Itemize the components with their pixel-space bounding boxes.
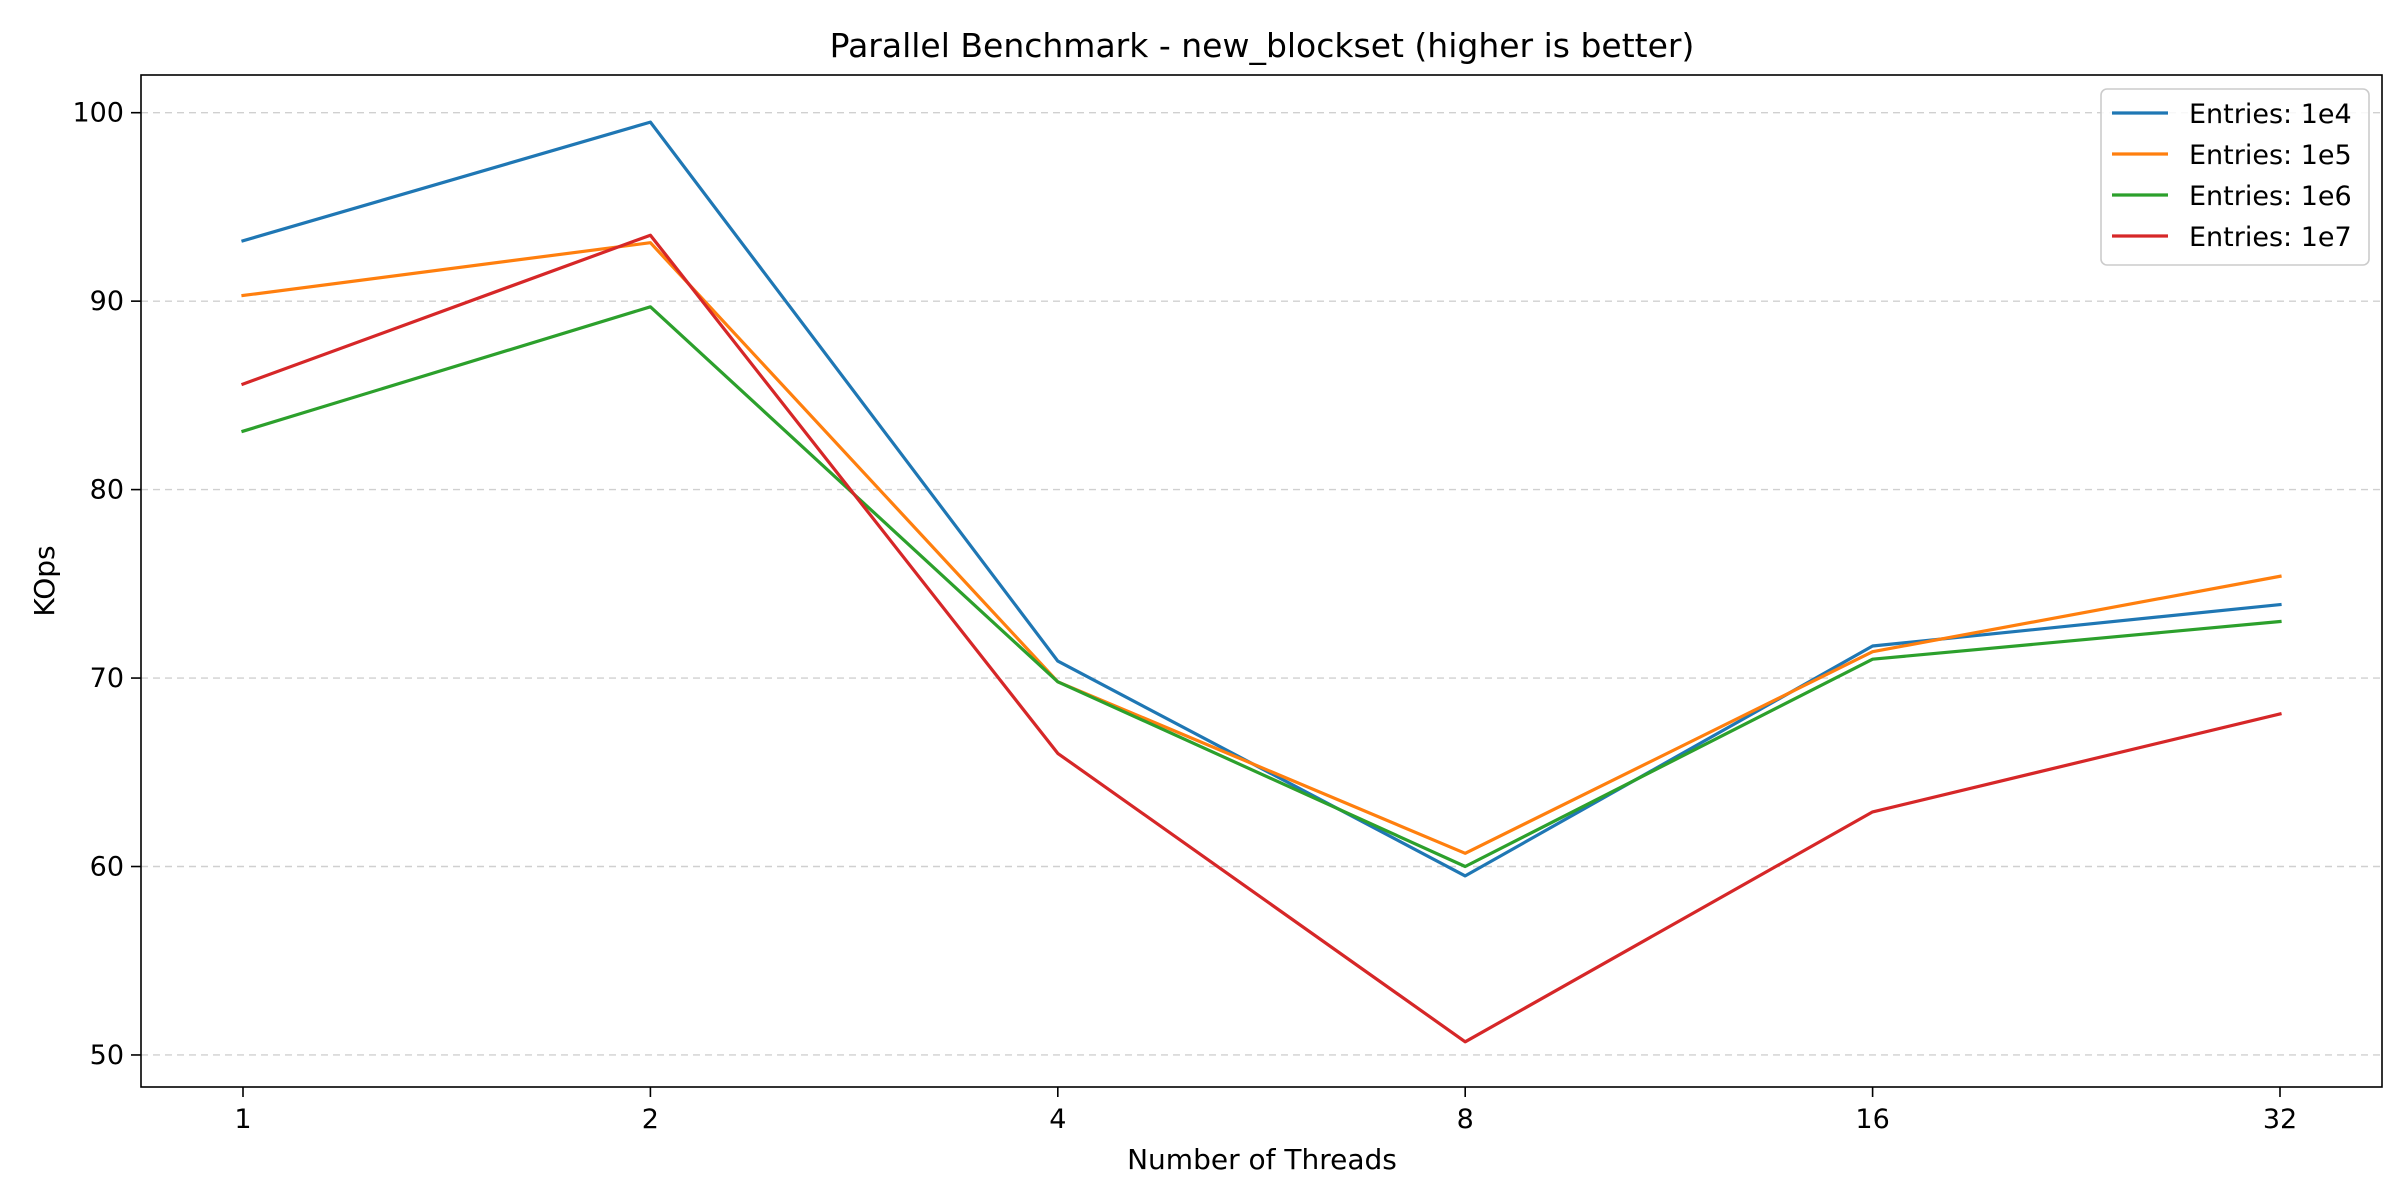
x-axis-ticks: 1 2 4 8 16 32 xyxy=(234,1087,2297,1135)
x-tick-label: 32 xyxy=(2263,1104,2297,1135)
y-axis-ticks: 50 60 70 80 90 100 xyxy=(72,98,141,1071)
x-axis-label: Number of Threads xyxy=(1127,1143,1397,1176)
y-tick-label: 100 xyxy=(72,98,124,129)
legend-label: Entries: 1e6 xyxy=(2189,181,2352,212)
y-tick-label: 70 xyxy=(90,663,124,694)
y-axis-label: KOps xyxy=(28,545,61,616)
y-tick-label: 90 xyxy=(90,286,124,317)
x-tick-label: 16 xyxy=(1855,1104,1889,1135)
x-tick-label: 8 xyxy=(1457,1104,1474,1135)
series-line-3 xyxy=(241,305,2282,869)
plot-frame xyxy=(140,74,2383,1088)
x-tick-label: 2 xyxy=(642,1104,659,1135)
y-tick-label: 60 xyxy=(90,852,124,883)
y-tick-label: 80 xyxy=(90,475,124,506)
series-line-4 xyxy=(240,233,2282,1044)
x-tick-label: 4 xyxy=(1049,1104,1066,1135)
legend-label: Entries: 1e5 xyxy=(2189,140,2352,171)
y-tick-label: 50 xyxy=(90,1040,124,1071)
series-line-2 xyxy=(241,241,2282,855)
legend-label: Entries: 1e7 xyxy=(2189,222,2352,253)
chart-title: Parallel Benchmark - new_blockset (highe… xyxy=(830,26,1695,65)
legend-box xyxy=(2100,88,2370,266)
x-tick-label: 1 xyxy=(234,1104,251,1135)
gridlines xyxy=(141,111,2382,1056)
legend-label: Entries: 1e4 xyxy=(2189,99,2352,130)
series-lines xyxy=(240,120,2282,1044)
legend: Entries: 1e4 Entries: 1e5 Entries: 1e6 Entr… xyxy=(2100,88,2370,266)
